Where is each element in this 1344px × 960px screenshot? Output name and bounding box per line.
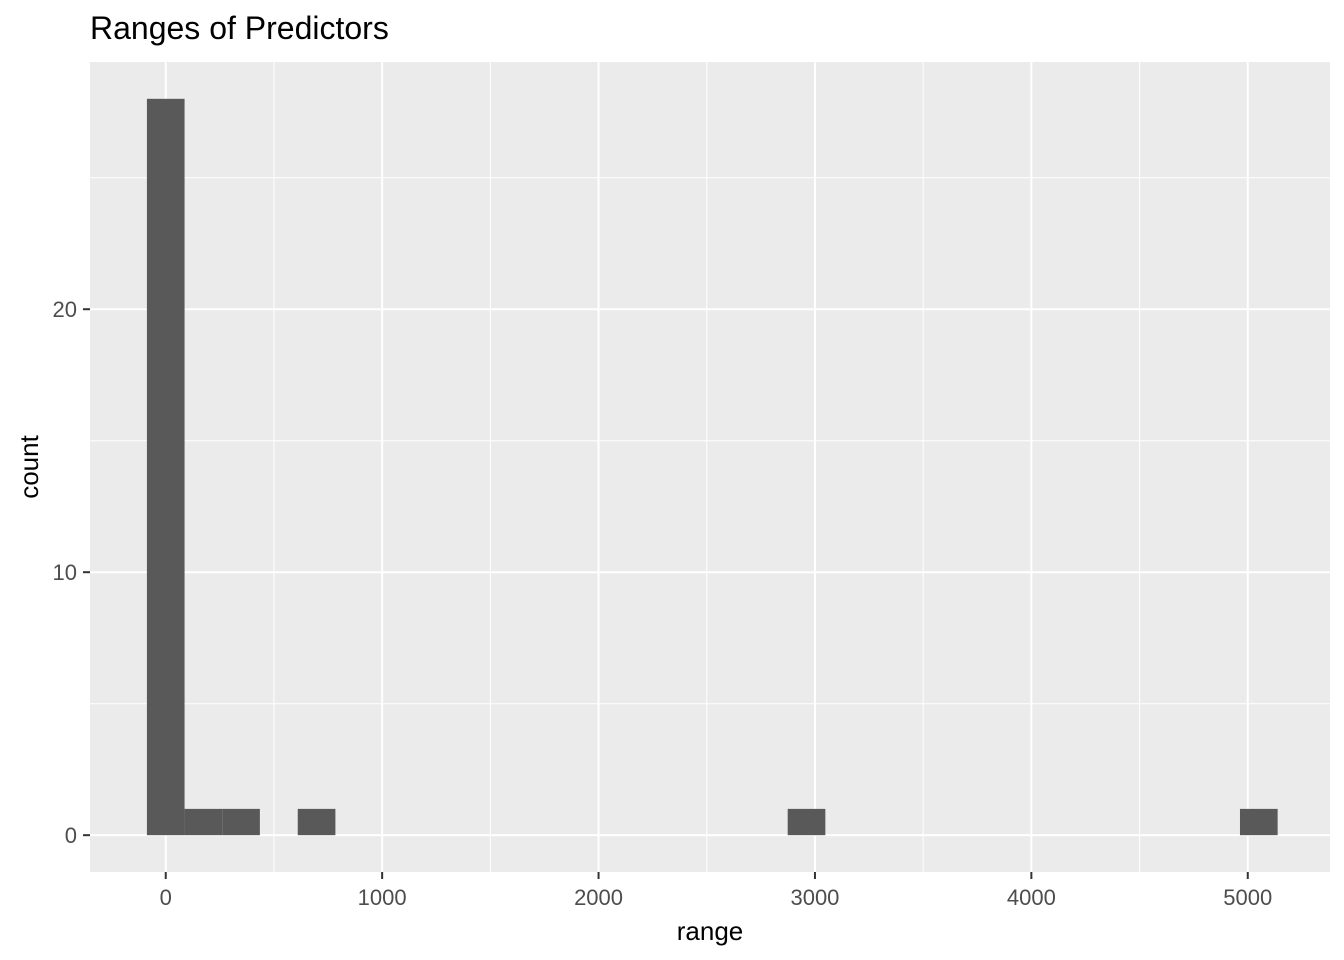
histogram-bar xyxy=(222,808,260,836)
x-tick-label: 5000 xyxy=(1223,885,1272,910)
y-axis-title: count xyxy=(14,434,44,498)
histogram-bar xyxy=(297,808,336,836)
histogram-bar xyxy=(184,808,223,836)
histogram-bar xyxy=(1239,808,1278,836)
y-axis: 0 10 20 xyxy=(53,297,90,848)
y-tick-label: 20 xyxy=(53,297,77,322)
plot-panel xyxy=(90,62,1330,872)
x-axis-title: range xyxy=(677,916,744,946)
chart-title: Ranges of Predictors xyxy=(90,10,389,46)
x-tick-label: 0 xyxy=(160,885,172,910)
y-tick-label: 0 xyxy=(65,823,77,848)
x-tick-label: 2000 xyxy=(574,885,623,910)
x-axis: 0 1000 2000 3000 4000 5000 xyxy=(160,872,1272,910)
histogram-bar xyxy=(787,808,826,836)
y-tick-label: 10 xyxy=(53,560,77,585)
grid-minor xyxy=(90,62,1330,872)
x-tick-label: 1000 xyxy=(358,885,407,910)
bars xyxy=(146,98,1278,836)
x-tick-label: 4000 xyxy=(1007,885,1056,910)
x-tick-label: 3000 xyxy=(790,885,839,910)
histogram-bar xyxy=(146,98,185,836)
